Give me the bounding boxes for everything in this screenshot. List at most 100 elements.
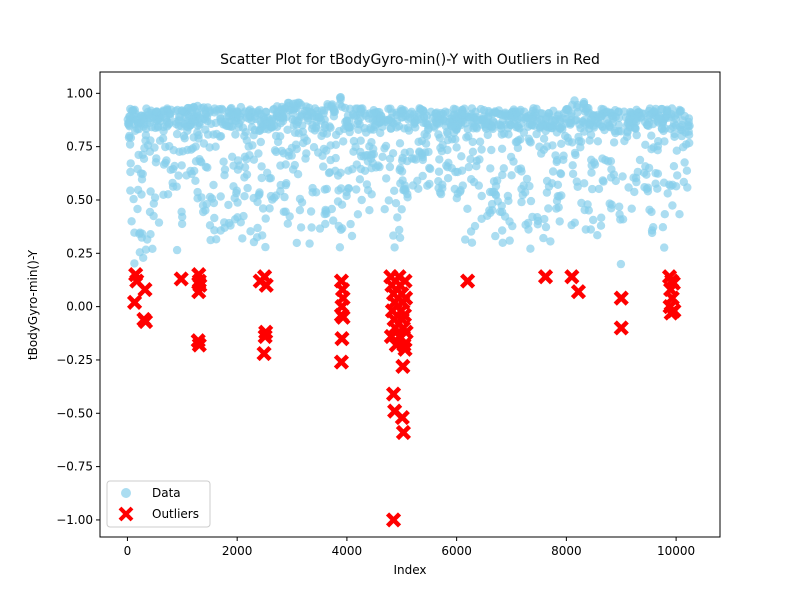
data-point <box>451 167 460 177</box>
data-point <box>351 142 360 152</box>
data-point <box>276 180 285 190</box>
data-point <box>247 123 257 132</box>
data-point <box>598 176 607 185</box>
data-point <box>596 221 606 230</box>
data-point <box>562 105 571 114</box>
data-point <box>630 187 639 197</box>
data-point <box>452 194 461 203</box>
data-point <box>292 238 301 248</box>
data-point <box>526 244 535 253</box>
data-point <box>647 228 657 238</box>
data-point <box>177 207 186 216</box>
outlier-point <box>613 290 629 306</box>
data-point <box>451 135 460 144</box>
data-point <box>614 127 623 136</box>
data-point <box>384 116 393 125</box>
data-point <box>201 162 211 172</box>
data-point <box>129 194 138 204</box>
data-point <box>261 107 270 117</box>
legend: Data Outliers <box>106 480 211 528</box>
data-point <box>494 120 503 129</box>
data-point <box>368 115 377 125</box>
y-tick-label: 0.75 <box>66 140 93 154</box>
data-point <box>216 226 225 235</box>
data-point <box>477 145 486 154</box>
data-point <box>674 109 683 119</box>
data-point <box>229 182 238 191</box>
y-tick-label: 0.25 <box>66 246 93 260</box>
data-point <box>618 172 627 181</box>
data-point <box>552 157 561 167</box>
data-point <box>658 119 667 128</box>
data-point <box>277 102 287 112</box>
data-point <box>235 161 244 170</box>
data-point <box>641 162 650 171</box>
data-point <box>390 186 399 195</box>
data-point <box>490 107 500 116</box>
data-point <box>395 139 405 148</box>
data-point <box>424 124 433 133</box>
data-point <box>333 197 343 206</box>
data-point <box>141 136 150 145</box>
legend-label-outliers: Outliers <box>152 507 199 521</box>
data-point <box>172 182 181 191</box>
data-point <box>426 164 435 174</box>
data-point <box>487 199 497 209</box>
data-point <box>150 193 160 202</box>
data-point <box>418 155 427 165</box>
data-point <box>455 187 465 196</box>
data-point <box>246 227 255 236</box>
data-point <box>228 152 237 161</box>
data-point <box>199 207 208 217</box>
data-point <box>443 174 453 183</box>
data-point <box>443 129 452 138</box>
y-tick-label: 1.00 <box>66 86 93 100</box>
data-point <box>240 192 249 201</box>
data-point <box>561 131 570 141</box>
data-point <box>174 116 183 125</box>
data-point <box>668 180 677 189</box>
data-point <box>627 204 636 213</box>
data-point <box>221 120 230 129</box>
data-point <box>331 140 341 149</box>
data-point <box>476 104 486 114</box>
data-point <box>606 173 616 182</box>
data-point <box>320 185 329 194</box>
data-point <box>438 115 448 124</box>
data-point <box>329 216 338 225</box>
data-point <box>291 104 300 113</box>
data-point <box>159 126 168 136</box>
data-point <box>272 147 281 157</box>
data-point <box>209 198 219 208</box>
outlier-point <box>396 307 413 323</box>
data-point <box>607 200 616 209</box>
data-point <box>594 184 604 194</box>
data-point <box>385 154 395 163</box>
data-point <box>320 115 329 124</box>
data-point <box>376 114 385 124</box>
data-point <box>535 142 544 151</box>
data-point <box>335 100 344 109</box>
data-point <box>593 231 602 240</box>
data-point <box>283 125 292 134</box>
data-point <box>293 170 303 179</box>
data-point <box>212 129 221 139</box>
data-point <box>608 111 617 120</box>
data-point <box>576 143 585 152</box>
data-point <box>487 145 496 155</box>
data-point <box>683 183 692 192</box>
outlier-point <box>397 341 413 357</box>
legend-label-data: Data <box>152 486 181 500</box>
data-point <box>663 189 672 198</box>
data-point <box>333 171 343 180</box>
data-point <box>148 244 157 253</box>
data-point <box>457 110 466 120</box>
data-point <box>132 116 141 125</box>
data-point <box>463 125 472 134</box>
data-point <box>489 187 499 197</box>
data-point <box>624 115 634 124</box>
data-point <box>500 109 509 119</box>
data-point <box>421 148 430 157</box>
data-point <box>669 122 678 131</box>
data-point <box>302 136 312 145</box>
